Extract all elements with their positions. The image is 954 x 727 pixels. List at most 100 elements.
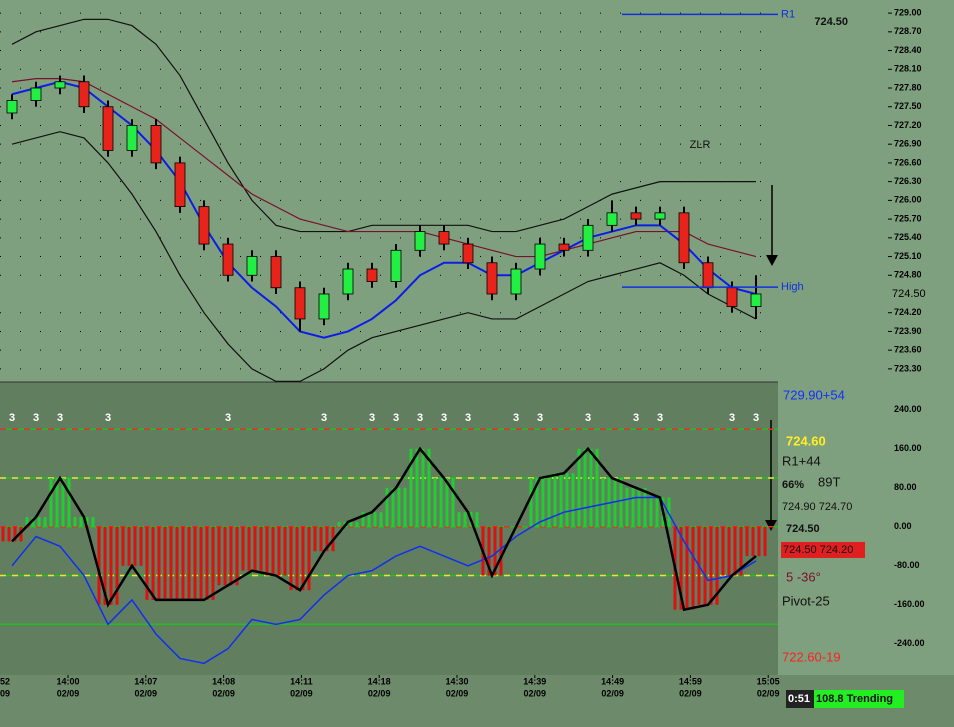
- histogram-bar: [553, 473, 557, 527]
- histogram-bar: [235, 526, 239, 586]
- candle-body: [366, 268, 378, 282]
- x-tick-label: 14:49: [601, 676, 624, 686]
- indicator-line: [11, 131, 757, 382]
- histogram-bar: [139, 526, 143, 566]
- x-tick-label: 14:00: [56, 676, 79, 686]
- y-tick-label: 726.60: [894, 157, 922, 167]
- histogram-bar: [547, 478, 551, 527]
- histogram-bar: [385, 487, 389, 527]
- signal-label: 3: [585, 412, 591, 424]
- y-tick-label: -80.00: [894, 560, 920, 570]
- status-bg: [814, 690, 904, 708]
- histogram-bar: [217, 526, 221, 586]
- histogram-bar: [259, 526, 263, 571]
- histogram-bar: [319, 526, 323, 552]
- x-date-label: 02/09: [57, 688, 80, 698]
- histogram-bar: [67, 478, 71, 527]
- histogram-bar: [577, 448, 581, 527]
- x-tick-label: 14:18: [368, 676, 391, 686]
- histogram-bar: [157, 526, 161, 600]
- clock-bg: [786, 690, 814, 708]
- x-tick-label: 15:05: [757, 676, 780, 686]
- histogram-bar: [127, 526, 131, 566]
- y-tick-label: -240.00: [894, 638, 925, 648]
- histogram-bar: [229, 526, 233, 586]
- info-angle: 5 -36°: [786, 569, 821, 584]
- histogram-bar: [565, 473, 569, 527]
- histogram-bar: [631, 487, 635, 527]
- histogram-bar: [487, 526, 491, 576]
- y-tick-label: 723.90: [894, 326, 922, 336]
- signal-label: 3: [753, 412, 759, 424]
- histogram-bar: [163, 526, 167, 600]
- signal-label: 3: [417, 412, 423, 424]
- signal-label: 3: [33, 412, 39, 424]
- info-pct: 66%: [782, 479, 804, 491]
- x-date-label: 02/09: [524, 688, 547, 698]
- histogram-bar: [421, 448, 425, 527]
- histogram-bar: [751, 526, 755, 557]
- y-tick-label: 724.20: [894, 307, 922, 317]
- x-tick-label: 14:39: [523, 676, 546, 686]
- histogram-bar: [97, 526, 101, 605]
- histogram-bar: [733, 526, 737, 576]
- y-tick-label: 725.40: [894, 232, 922, 242]
- y-tick-label: 80.00: [894, 482, 917, 492]
- histogram-bar: [115, 526, 119, 605]
- signal-label: 3: [9, 412, 15, 424]
- histogram-bar: [277, 526, 281, 576]
- y-tick-label: 727.20: [894, 120, 922, 130]
- histogram-bar: [529, 478, 533, 527]
- signal-label: 3: [369, 412, 375, 424]
- histogram-bar: [583, 448, 587, 527]
- x-tick-label: 52: [0, 676, 10, 686]
- x-date-label: 09: [0, 688, 10, 698]
- x-tick-label: 14:11: [290, 676, 313, 686]
- indicator-line: [11, 18, 756, 233]
- x-date-label: 02/09: [679, 688, 702, 698]
- histogram-bar: [589, 448, 593, 527]
- arrow-head: [766, 255, 778, 266]
- histogram-bar: [13, 526, 17, 542]
- x-date-label: 02/09: [601, 688, 624, 698]
- histogram-bar: [295, 526, 299, 591]
- info-pair2-bg: [781, 542, 865, 558]
- y-tick-label: 240.00: [894, 404, 922, 414]
- histogram-bar: [625, 487, 629, 527]
- indicator-line: [11, 78, 757, 258]
- candle-body: [30, 87, 42, 101]
- histogram-bar: [43, 517, 47, 527]
- last-price-label: 724.50: [892, 288, 926, 300]
- histogram-bar: [403, 487, 407, 527]
- y-tick-label: 727.50: [894, 101, 922, 111]
- y-tick-label: 723.60: [894, 345, 922, 355]
- histogram-bar: [709, 526, 713, 605]
- info-price: 724.60: [786, 433, 826, 448]
- candle-body: [54, 81, 66, 89]
- y-tick-label: 727.80: [894, 82, 922, 92]
- candle-body: [606, 212, 618, 226]
- histogram-bar: [223, 526, 227, 586]
- candle-body: [270, 256, 282, 289]
- histogram-bar: [283, 526, 287, 576]
- candle-body: [414, 231, 426, 251]
- histogram-bar: [193, 526, 197, 600]
- x-date-label: 02/09: [446, 688, 469, 698]
- candle-body: [462, 243, 474, 264]
- info-ticks: 89T: [818, 474, 840, 489]
- histogram-bar: [211, 526, 215, 600]
- info-pair2: 724.50 724.20: [783, 544, 853, 556]
- histogram-bar: [499, 526, 503, 576]
- level-label: High: [781, 281, 804, 293]
- candle-body: [174, 162, 186, 208]
- histogram-bar: [187, 526, 191, 600]
- histogram-bar: [637, 487, 641, 527]
- candle-body: [198, 206, 210, 245]
- histogram-bar: [571, 473, 575, 527]
- signal-label: 3: [393, 412, 399, 424]
- y-tick-label: 728.70: [894, 26, 922, 36]
- histogram-bar: [265, 526, 269, 576]
- histogram-bar: [181, 526, 185, 600]
- x-date-label: 02/09: [212, 688, 235, 698]
- histogram-bar: [55, 478, 59, 527]
